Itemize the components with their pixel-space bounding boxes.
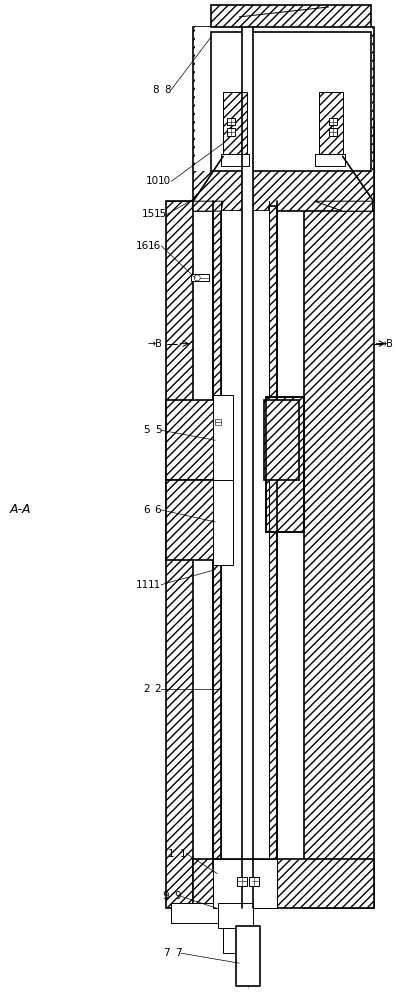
Bar bbox=[315, 154, 345, 166]
Text: →B: →B bbox=[147, 339, 162, 349]
Bar bbox=[218, 903, 253, 928]
Text: 9: 9 bbox=[163, 891, 169, 901]
Bar bbox=[242, 12, 253, 908]
Bar bbox=[195, 27, 371, 171]
Bar bbox=[269, 206, 277, 869]
Text: 9: 9 bbox=[175, 891, 181, 901]
Text: 11: 11 bbox=[148, 580, 161, 590]
Text: →B: →B bbox=[379, 339, 393, 349]
Text: 11: 11 bbox=[136, 580, 149, 590]
Bar bbox=[166, 201, 193, 908]
Bar bbox=[213, 395, 233, 485]
Bar bbox=[236, 926, 260, 986]
Text: 8: 8 bbox=[165, 85, 171, 95]
Polygon shape bbox=[193, 201, 223, 211]
Bar bbox=[264, 400, 299, 480]
Bar bbox=[213, 480, 233, 565]
Bar bbox=[223, 928, 248, 953]
Bar bbox=[221, 154, 249, 166]
Bar bbox=[213, 206, 221, 869]
Bar bbox=[166, 400, 223, 480]
Bar bbox=[249, 877, 259, 886]
Bar bbox=[319, 92, 343, 156]
Bar bbox=[223, 92, 247, 156]
Text: 16: 16 bbox=[148, 241, 161, 251]
Bar bbox=[213, 859, 277, 908]
Bar bbox=[166, 480, 223, 560]
Bar bbox=[211, 5, 371, 27]
Text: 2: 2 bbox=[155, 684, 161, 694]
Text: 6: 6 bbox=[155, 505, 161, 515]
Text: 15: 15 bbox=[154, 209, 168, 219]
Bar bbox=[193, 27, 373, 211]
Bar bbox=[237, 877, 247, 886]
Text: 2: 2 bbox=[143, 684, 149, 694]
Text: 1: 1 bbox=[168, 849, 174, 859]
Bar bbox=[227, 118, 235, 125]
Bar bbox=[191, 274, 209, 281]
Bar bbox=[266, 397, 304, 532]
Polygon shape bbox=[315, 201, 373, 211]
Text: 10: 10 bbox=[146, 176, 159, 186]
Text: 7: 7 bbox=[175, 948, 181, 958]
Bar bbox=[329, 128, 337, 136]
Bar bbox=[211, 32, 371, 171]
Text: 5: 5 bbox=[155, 425, 161, 435]
Text: 5: 5 bbox=[143, 425, 149, 435]
Bar bbox=[193, 859, 373, 908]
Text: 8: 8 bbox=[153, 85, 159, 95]
Bar bbox=[171, 903, 223, 923]
Text: 7: 7 bbox=[163, 948, 169, 958]
Text: A-A: A-A bbox=[10, 503, 31, 516]
Bar bbox=[304, 122, 373, 908]
Text: 16: 16 bbox=[136, 241, 149, 251]
Bar bbox=[215, 419, 221, 425]
Circle shape bbox=[194, 275, 200, 281]
Text: 10: 10 bbox=[158, 176, 171, 186]
Bar bbox=[227, 128, 235, 136]
Bar bbox=[329, 118, 337, 125]
Bar bbox=[221, 211, 269, 869]
Text: 1: 1 bbox=[180, 849, 186, 859]
Text: 6: 6 bbox=[143, 505, 149, 515]
Bar bbox=[266, 397, 304, 532]
Text: 15: 15 bbox=[142, 209, 155, 219]
